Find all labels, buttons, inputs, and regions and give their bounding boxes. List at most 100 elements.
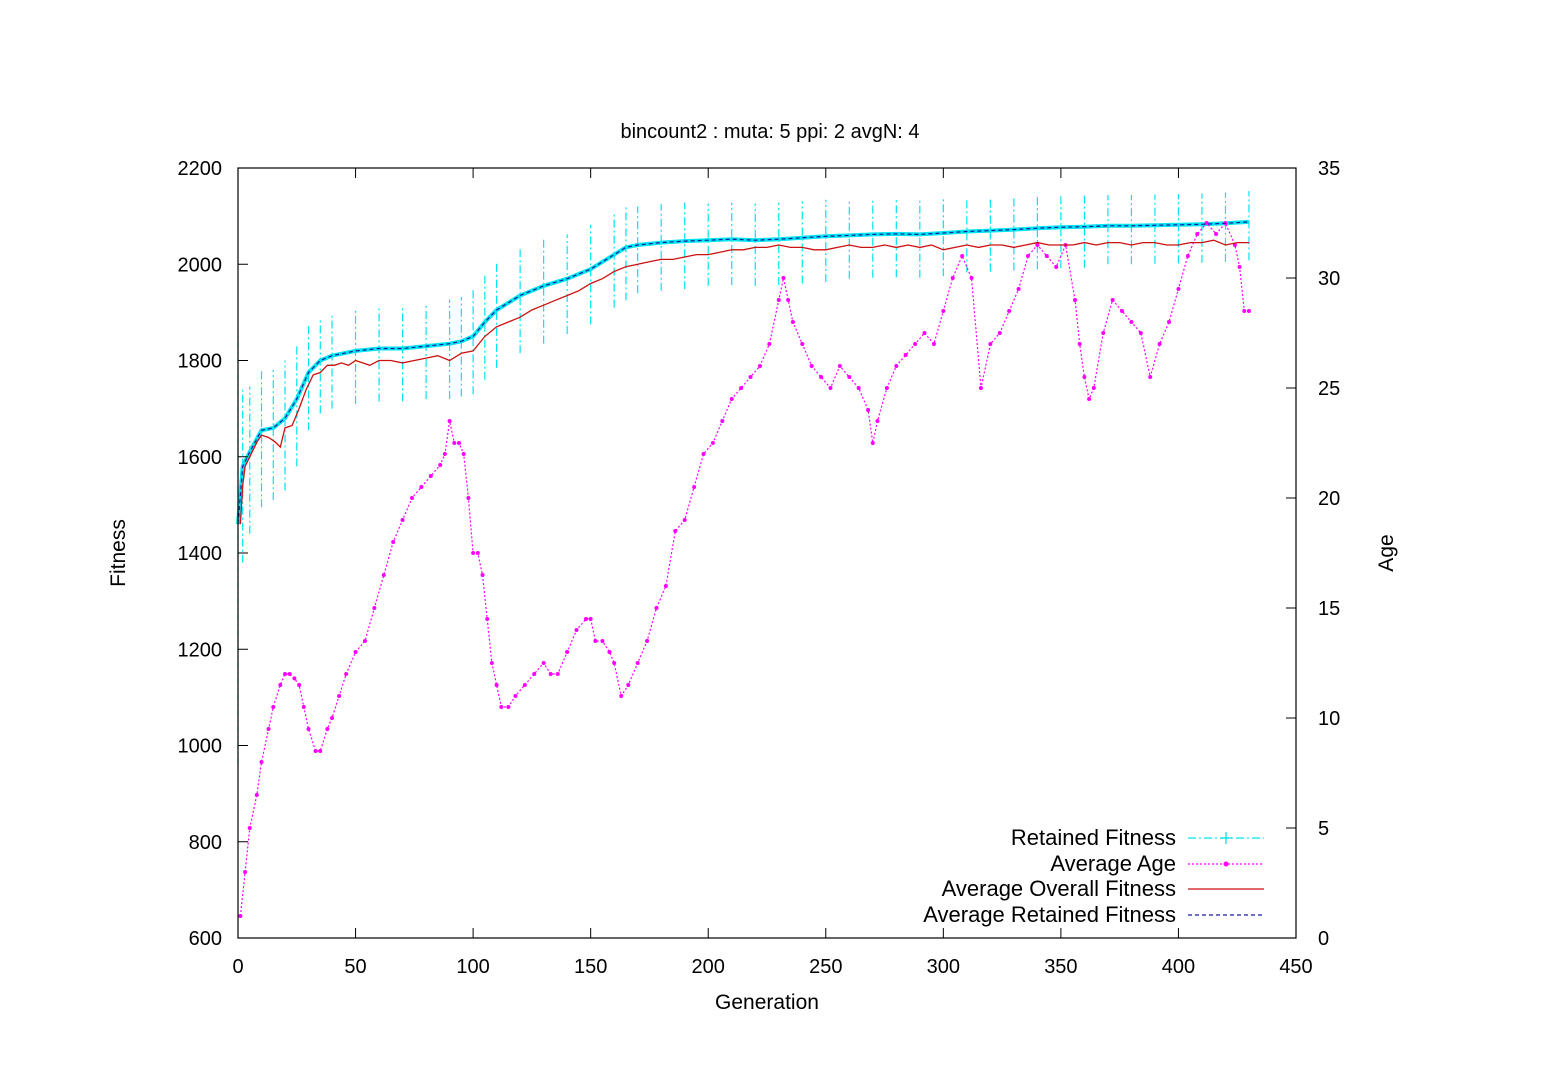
average-age-point [767, 342, 772, 346]
y2-tick-label: 35 [1318, 158, 1340, 180]
average-age-point [1025, 254, 1030, 258]
average-age-point [997, 331, 1002, 335]
average-age-point [513, 694, 518, 698]
average-age-point [856, 386, 861, 390]
average-age-point [506, 705, 511, 709]
average-overall-fitness-line [239, 239, 1249, 525]
average-age-point [475, 551, 480, 555]
average-age-point [1195, 232, 1200, 236]
average-age-point [626, 683, 631, 687]
average-age-point [1035, 243, 1040, 247]
average-age-point [1242, 309, 1247, 313]
average-age-point [480, 573, 485, 577]
average-age-point [442, 452, 447, 456]
average-retained-fitness-line [237, 221, 1250, 525]
average-age-point [243, 870, 248, 874]
average-age-point [1072, 298, 1077, 302]
average-age-point [254, 793, 259, 797]
average-age-point [922, 331, 927, 335]
average-age-point [870, 441, 875, 445]
x-axis-label: Generation [715, 991, 819, 1014]
average-age-point [287, 672, 292, 676]
average-age-point [847, 375, 852, 379]
y-tick-label: 1000 [178, 736, 223, 758]
average-age-point [306, 727, 311, 731]
y2-tick-label: 10 [1318, 708, 1340, 730]
x-tick-label: 300 [927, 956, 960, 978]
average-age-point [318, 749, 323, 753]
average-age-point [1167, 320, 1172, 324]
average-age-point [461, 452, 466, 456]
average-age-point [828, 386, 833, 390]
average-age-point [485, 617, 490, 621]
average-age-point [438, 463, 443, 467]
average-age-point [588, 617, 593, 621]
average-age-point [259, 760, 264, 764]
average-age-point [565, 650, 570, 654]
average-age-point [313, 749, 318, 753]
average-age-point [1176, 287, 1181, 291]
average-age-point [931, 342, 936, 346]
average-age-point [776, 298, 781, 302]
average-age-point [969, 276, 974, 280]
y-tick-label: 1400 [178, 543, 223, 565]
legend-retained-fitness-label: Retained Fitness [1011, 825, 1176, 850]
average-age-point [428, 474, 433, 478]
y-tick-label: 2200 [178, 158, 223, 180]
legend-average-retained-fitness-label: Average Retained Fitness [923, 902, 1176, 927]
average-age-point [710, 441, 715, 445]
average-age-point [1007, 309, 1012, 313]
average-age-point [790, 320, 795, 324]
average-age-point [960, 254, 965, 258]
x-tick-label: 350 [1044, 956, 1077, 978]
average-age-point [1246, 309, 1251, 313]
average-age-point [400, 518, 405, 522]
legend-average-age-marker [1223, 861, 1229, 867]
average-age-point [1054, 265, 1059, 269]
y2-tick-label: 15 [1318, 598, 1340, 620]
plot-frame [237, 167, 1297, 939]
average-age-point [781, 276, 786, 280]
average-age-point [1101, 331, 1106, 335]
average-age-point [278, 683, 283, 687]
average-age-point [875, 419, 880, 423]
average-age-point [913, 342, 918, 346]
average-age-point [593, 639, 598, 643]
average-age-point [489, 661, 494, 665]
average-age-point [809, 364, 814, 368]
average-age-point [471, 551, 476, 555]
average-age-point [452, 441, 457, 445]
average-age-point [1120, 309, 1125, 313]
average-age-point [720, 419, 725, 423]
average-age-point [283, 672, 288, 676]
y-tick-label: 1200 [178, 639, 223, 661]
average-age-point [837, 364, 842, 368]
average-age-point [532, 672, 537, 676]
average-age-point [682, 518, 687, 522]
average-age-point [1237, 265, 1242, 269]
average-age-point [757, 364, 762, 368]
average-age-point [701, 452, 706, 456]
average-age-point [635, 661, 640, 665]
average-age-point [301, 705, 306, 709]
average-age-point [266, 727, 271, 731]
ticks-layer: 0 50 100 150 200 250 300 350 400 4506008001000120… [178, 158, 1341, 978]
average-age-point [325, 727, 330, 731]
average-age-point [1082, 375, 1087, 379]
average-age-point [663, 584, 668, 588]
average-age-point [457, 441, 462, 445]
average-age-point [866, 408, 871, 412]
y-tick-label: 1800 [178, 351, 223, 373]
y2-tick-label: 25 [1318, 378, 1340, 400]
y-axis-label: Fitness [107, 519, 130, 587]
average-age-point [978, 386, 983, 390]
average-age-point [1148, 375, 1153, 379]
series-layer [236, 191, 1251, 918]
average-age-point [1232, 243, 1237, 247]
average-age-point [337, 694, 342, 698]
average-age-point [1185, 254, 1190, 258]
x-tick-label: 0 [232, 956, 243, 978]
average-age-point [1129, 320, 1134, 324]
